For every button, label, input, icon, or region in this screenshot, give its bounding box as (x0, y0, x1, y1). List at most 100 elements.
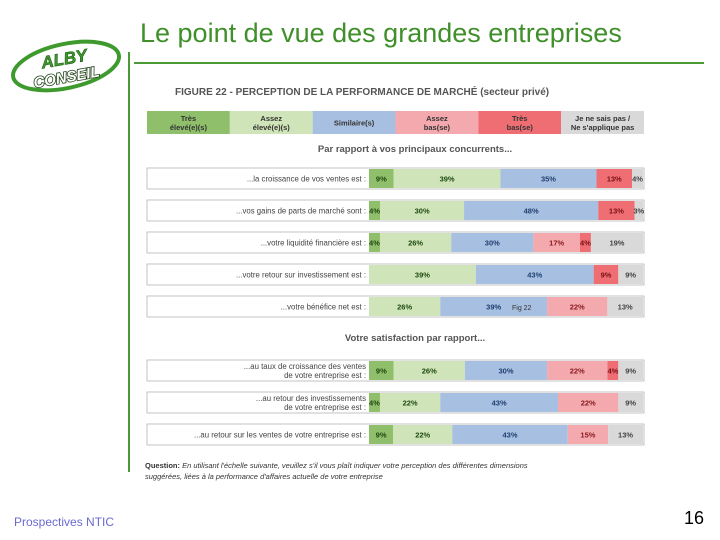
chart-title: FIGURE 22 - PERCEPTION DE LA PERFORMANCE… (175, 85, 549, 98)
alby-conseil-logo: ALBY CONSEIL (10, 39, 122, 93)
bar-value-label: 17% (549, 239, 564, 248)
bar-value-label: 22% (403, 399, 418, 408)
side-divider (128, 52, 130, 472)
bar-value-label: 9% (376, 175, 387, 184)
bar-value-label: 39% (415, 271, 430, 280)
legend-label: bas(se) (424, 123, 451, 132)
bar-value-label: 39% (486, 303, 501, 312)
bar-value-label: 9% (376, 431, 387, 440)
bar-value-label: 13% (618, 303, 633, 312)
bar-value-label: 30% (485, 239, 500, 248)
legend-swatch (395, 111, 479, 134)
bar-value-label: 48% (524, 207, 539, 216)
bar-value-label: 26% (397, 303, 412, 312)
bar-value-label: 13% (607, 175, 622, 184)
bar-segment (369, 297, 441, 316)
legend-label: Très (181, 114, 196, 123)
bar-segment (379, 393, 441, 412)
row-label: ...votre liquidité financière est : (261, 239, 366, 248)
legend-swatch (561, 111, 644, 134)
bar-value-label: 3% (633, 207, 644, 216)
fig-annotation: Fig 22 (512, 305, 532, 312)
bar-segment (475, 265, 594, 284)
row-label: ...la croissance de vos ventes est : (247, 175, 366, 184)
bar-value-label: 22% (415, 431, 430, 440)
bar-value-label: 4% (369, 207, 380, 216)
bar-segment (579, 233, 591, 252)
legend-swatch (229, 111, 313, 134)
bar-segment (598, 201, 635, 220)
row-label: ...vos gains de parts de marché sont : (236, 207, 366, 216)
bar-segment (500, 169, 597, 188)
bar-value-label: 9% (625, 271, 636, 280)
bar-value-label: 4% (632, 175, 643, 184)
bar-value-label: 9% (625, 367, 636, 376)
bar-value-label: 9% (376, 367, 387, 376)
bar-value-label: 4% (369, 399, 380, 408)
legend-label: Assez (260, 114, 282, 123)
bar-segment (607, 297, 643, 316)
bar-value-label: 9% (625, 399, 636, 408)
bar-value-label: 22% (570, 303, 585, 312)
bar-segment (590, 233, 643, 252)
bar-segment (369, 265, 476, 284)
bar-value-label: 22% (581, 399, 596, 408)
page-number: 16 (684, 508, 705, 528)
legend-label: élevé(e)(s) (170, 123, 208, 132)
bar-value-label: 15% (580, 431, 595, 440)
bar-segment (547, 297, 608, 316)
bar-segment (464, 361, 548, 380)
bar-segment (380, 201, 465, 220)
chart-groups: Par rapport à vos principaux concurrents… (146, 144, 645, 446)
bar-value-label: 35% (541, 175, 556, 184)
bar-segment (593, 265, 619, 284)
bar-segment (558, 393, 619, 412)
bar-value-label: 4% (607, 367, 618, 376)
legend-swatch (312, 111, 396, 134)
question-line: Question: En utilisant l'échelle suivant… (145, 461, 528, 470)
question-line: suggérées, liées à la performance d'affa… (145, 472, 383, 481)
title-divider (134, 62, 704, 64)
bar-segment (618, 265, 643, 284)
legend-label: Ne s'applique pas (571, 123, 634, 132)
bar-value-label: 43% (503, 431, 518, 440)
bar-segment (379, 233, 452, 252)
row-label: ...au taux de croissance des ventes (244, 362, 366, 371)
bar-value-label: 22% (570, 367, 585, 376)
bar-segment (632, 169, 643, 188)
footer-text: Prospectives NTIC (14, 515, 115, 529)
bar-segment (369, 361, 394, 380)
row-label: ...au retour sur les ventes de votre ent… (194, 431, 366, 440)
legend-swatch (147, 111, 230, 134)
bar-segment (369, 169, 394, 188)
bar-segment (618, 393, 643, 412)
bar-segment (608, 425, 643, 444)
bar-value-label: 4% (580, 239, 591, 248)
bar-segment (567, 425, 609, 444)
legend-label: Très (512, 114, 527, 123)
market-performance-chart: FIGURE 22 - PERCEPTION DE LA PERFORMANCE… (145, 85, 645, 481)
bar-value-label: 26% (408, 239, 423, 248)
bar-segment (634, 201, 643, 220)
row-label: ...au retour des investissements (256, 394, 366, 403)
bar-value-label: 43% (527, 271, 542, 280)
bar-segment (393, 361, 465, 380)
row-label: ...votre bénéfice net est : (281, 303, 366, 312)
group-heading: Par rapport à vos principaux concurrents… (318, 144, 512, 155)
bar-segment (452, 425, 568, 444)
bar-segment (440, 297, 548, 316)
bar-segment (393, 425, 453, 444)
bar-segment (393, 169, 501, 188)
bar-value-label: 9% (601, 271, 612, 280)
legend-label: Assez (426, 114, 448, 123)
bar-segment (369, 425, 394, 444)
legend-label: élevé(e)(s) (253, 123, 291, 132)
question-note: Question: En utilisant l'échelle suivant… (145, 461, 528, 481)
bar-segment (533, 233, 580, 252)
legend-label: Similaire(s) (334, 119, 375, 128)
bar-value-label: 26% (422, 367, 437, 376)
slide-title: Le point de vue des grandes entreprises (140, 18, 622, 48)
bar-segment (607, 361, 619, 380)
bar-segment (547, 361, 608, 380)
